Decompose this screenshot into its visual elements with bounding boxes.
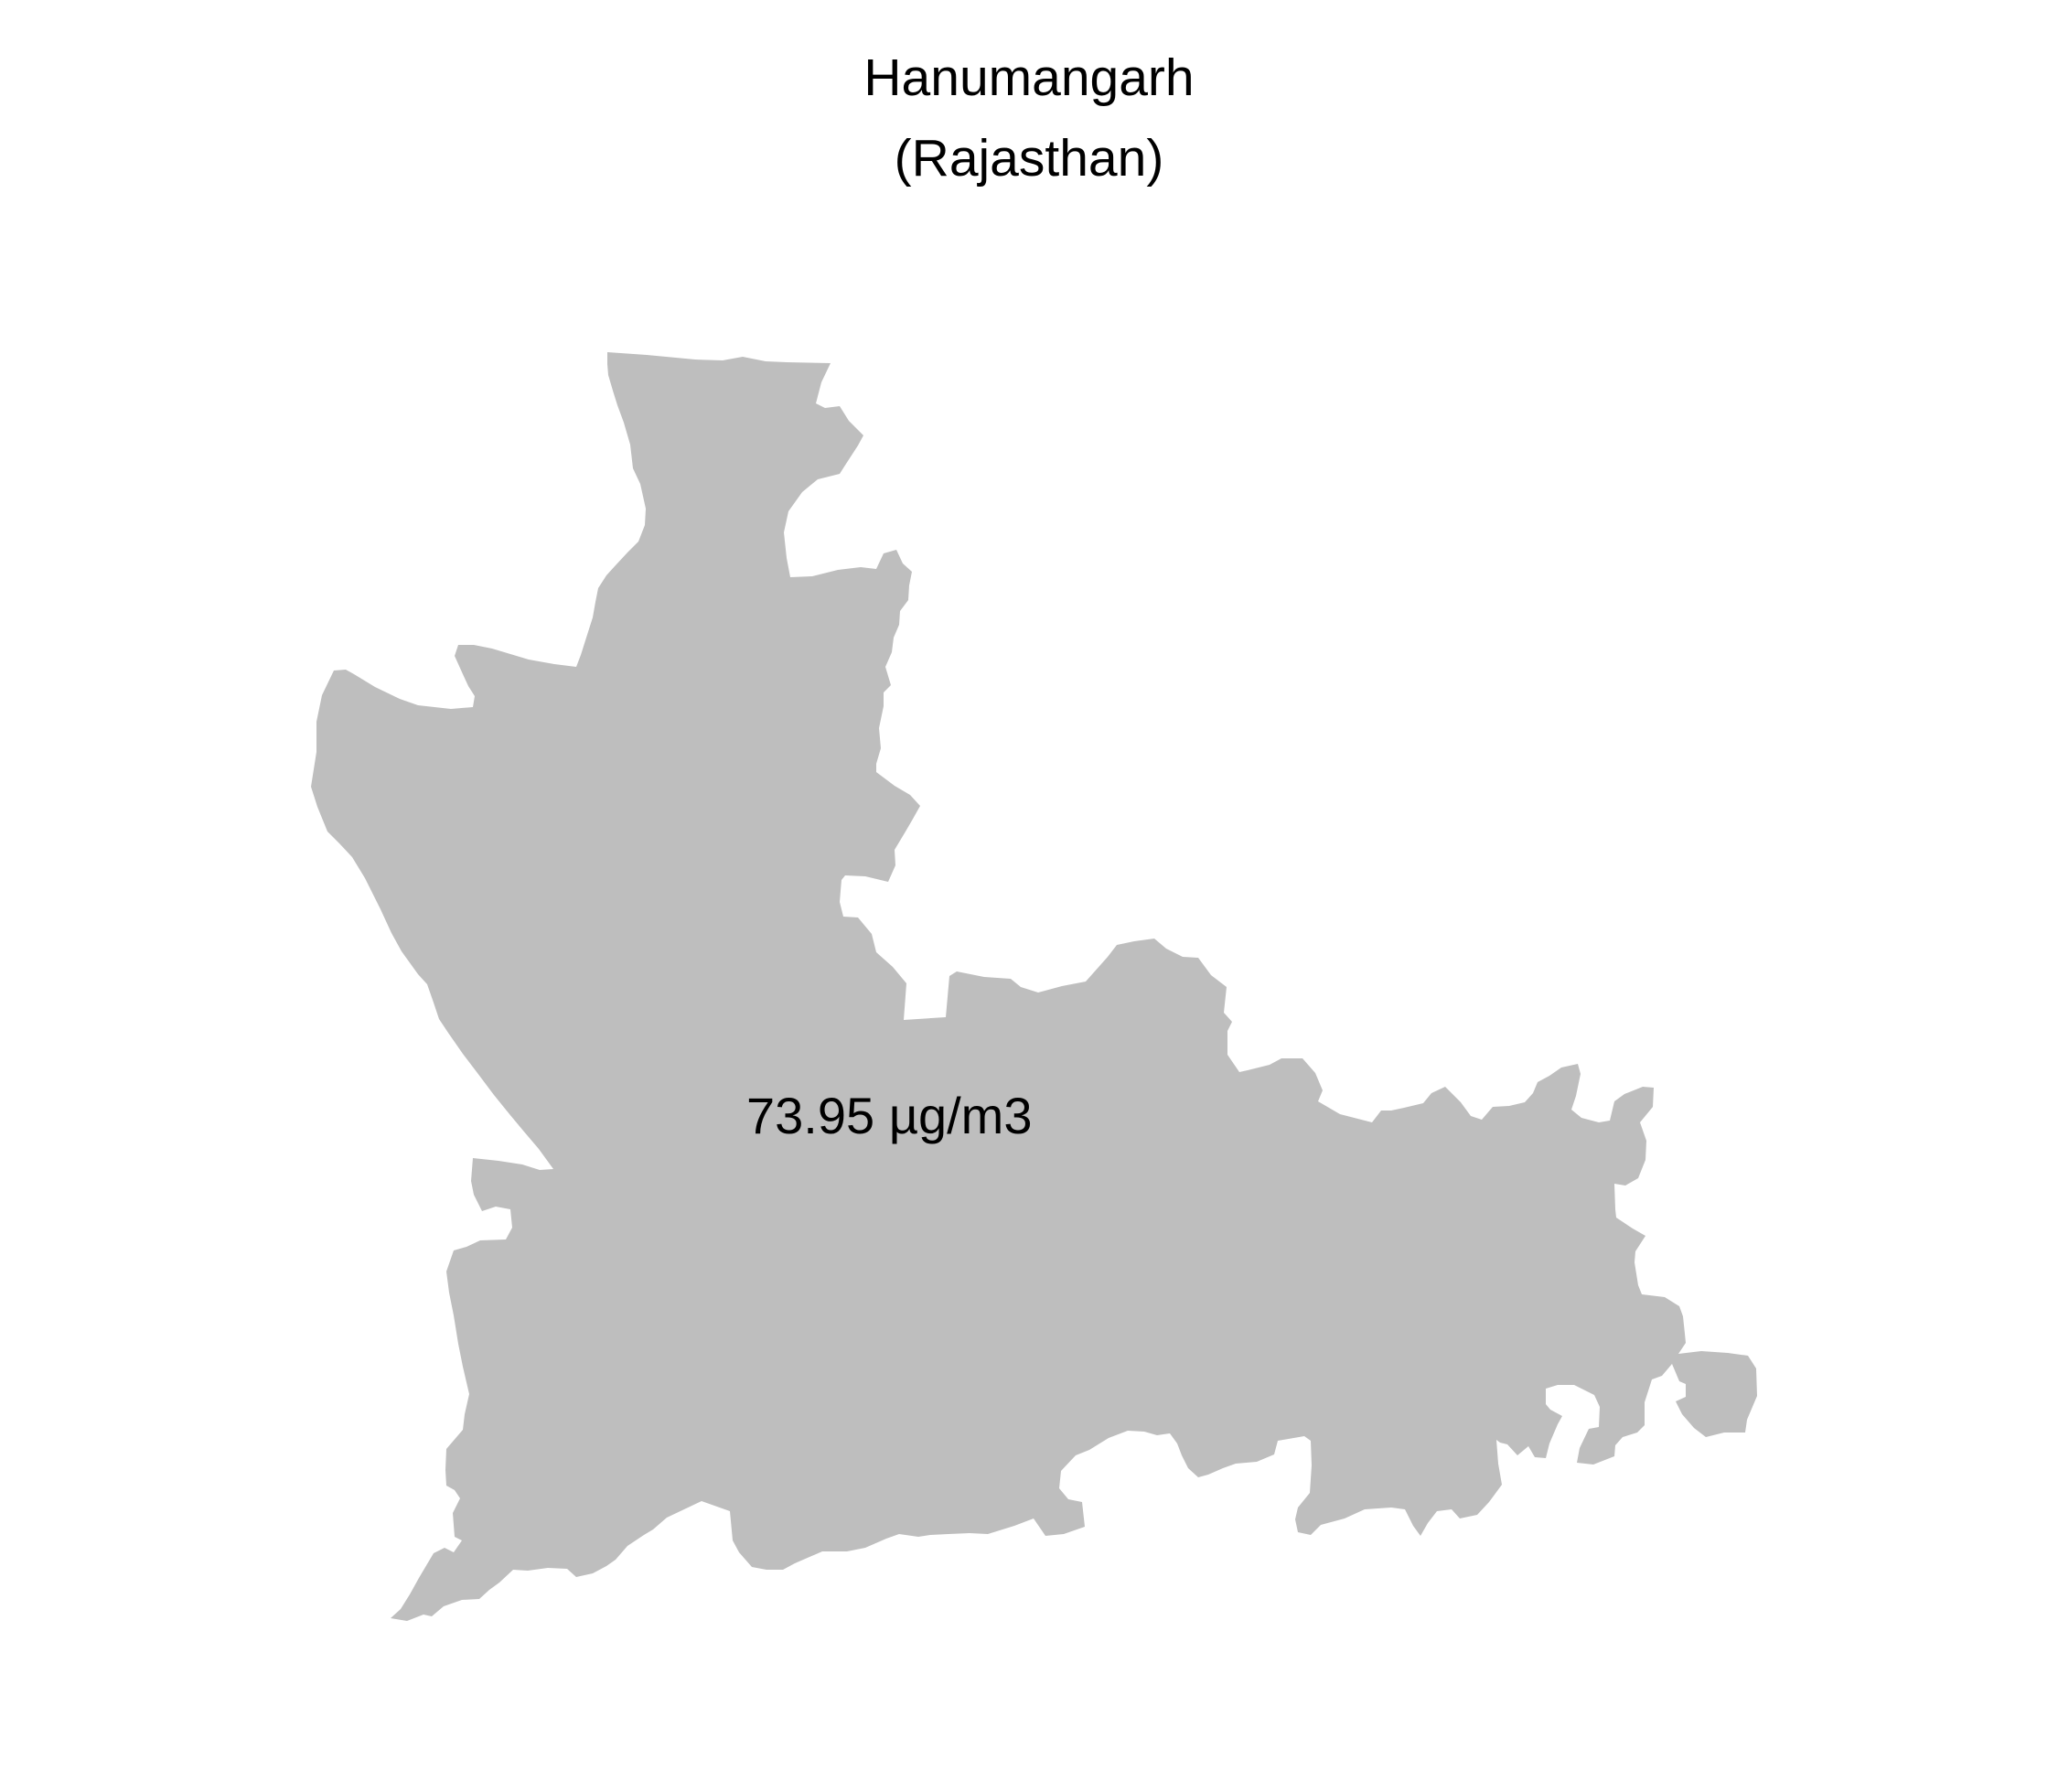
map-title: Hanumangarh [863, 48, 1195, 107]
region-value-label: 73.95 µg/m3 [746, 1087, 1033, 1144]
map-subtitle: (Rajasthan) [894, 129, 1164, 188]
district-boundary-hanumangarh [311, 352, 1757, 1621]
